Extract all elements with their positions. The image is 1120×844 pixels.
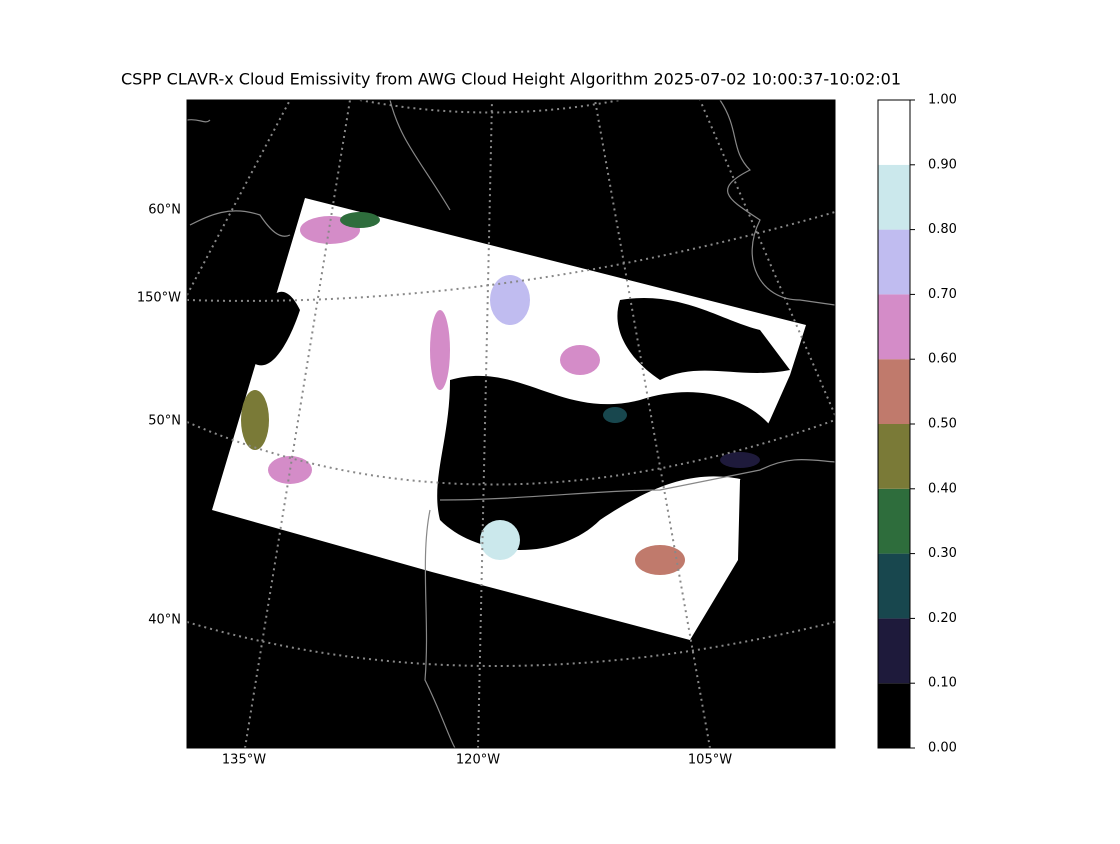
lat-label: 40°N	[148, 613, 181, 628]
map-frame	[186, 99, 836, 749]
lon-label: 105°W	[688, 753, 732, 768]
colorbar-tick-label: 0.80	[928, 222, 957, 237]
colorbar-tick-label: 0.20	[928, 611, 957, 626]
colorbar-segment	[878, 618, 910, 684]
colorbar-tick-label: 0.90	[928, 157, 957, 172]
colorbar-segment	[878, 488, 910, 554]
colorbar-tick-label: 1.00	[928, 93, 957, 108]
clear-sky	[617, 297, 790, 380]
colorbar-segment	[878, 424, 910, 489]
lat-label: 60°N	[148, 203, 181, 218]
clear-sky	[437, 375, 780, 550]
colorbar-tick-label: 0.60	[928, 352, 957, 367]
colorbar-tick-label: 0.30	[928, 546, 957, 561]
map	[186, 99, 836, 749]
colorbar-tick-label: 0.40	[928, 481, 957, 496]
colorbar-tick-label: 0.10	[928, 676, 957, 691]
lat-label: 50°N	[148, 414, 181, 429]
lon-label: 120°W	[456, 753, 500, 768]
lon-label: 135°W	[222, 753, 266, 768]
colorbar-tick-label: 0.70	[928, 287, 957, 302]
colorbar: 0.00 0.10 0.20 0.30 0.40 0.50 0.60 0.70 0.80 0.90…	[877, 93, 957, 756]
colorbar-segment	[878, 359, 910, 424]
colorbar-segment	[878, 100, 910, 165]
colorbar-segment	[878, 683, 910, 748]
clear-sky	[250, 291, 300, 366]
lon-label: 150°W	[137, 291, 181, 306]
colorbar-tick-label: 0.00	[928, 741, 957, 756]
colorbar-segment	[878, 553, 910, 619]
title: CSPP CLAVR-x Cloud Emissivity from AWG C…	[121, 70, 901, 89]
colorbar-segment	[878, 229, 910, 295]
colorbar-tick-label: 0.50	[928, 417, 957, 432]
colorbar-segment	[878, 164, 910, 230]
cloud-patches	[241, 212, 760, 575]
colorbar-segment	[878, 294, 910, 360]
